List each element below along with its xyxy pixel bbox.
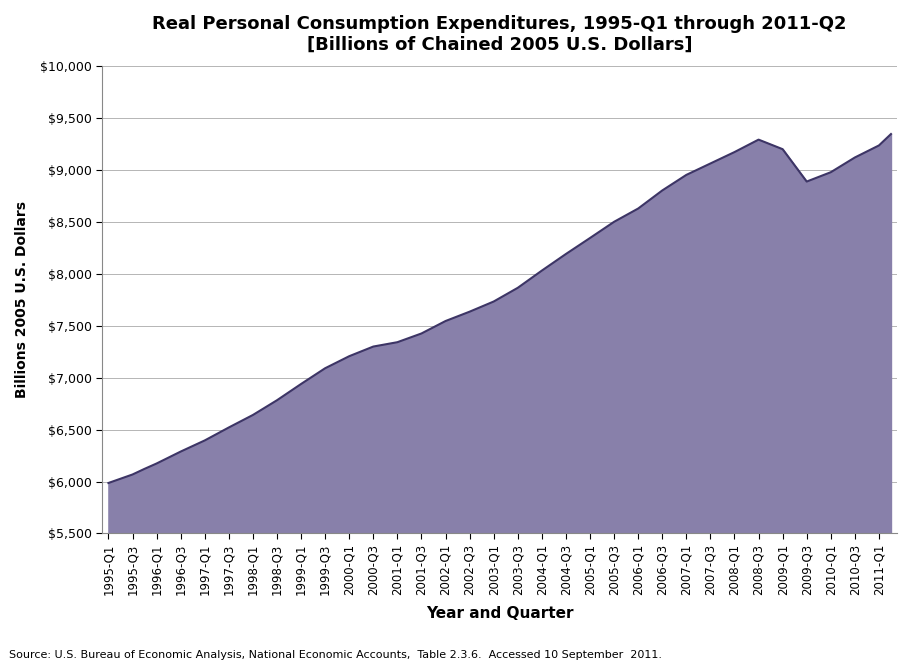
Title: Real Personal Consumption Expenditures, 1995-Q1 through 2011-Q2
[Billions of Cha: Real Personal Consumption Expenditures, … — [152, 15, 846, 54]
Text: Source: U.S. Bureau of Economic Analysis, National Economic Accounts,  Table 2.3: Source: U.S. Bureau of Economic Analysis… — [9, 650, 661, 660]
Y-axis label: Billions 2005 U.S. Dollars: Billions 2005 U.S. Dollars — [15, 202, 29, 398]
X-axis label: Year and Quarter: Year and Quarter — [425, 607, 573, 621]
